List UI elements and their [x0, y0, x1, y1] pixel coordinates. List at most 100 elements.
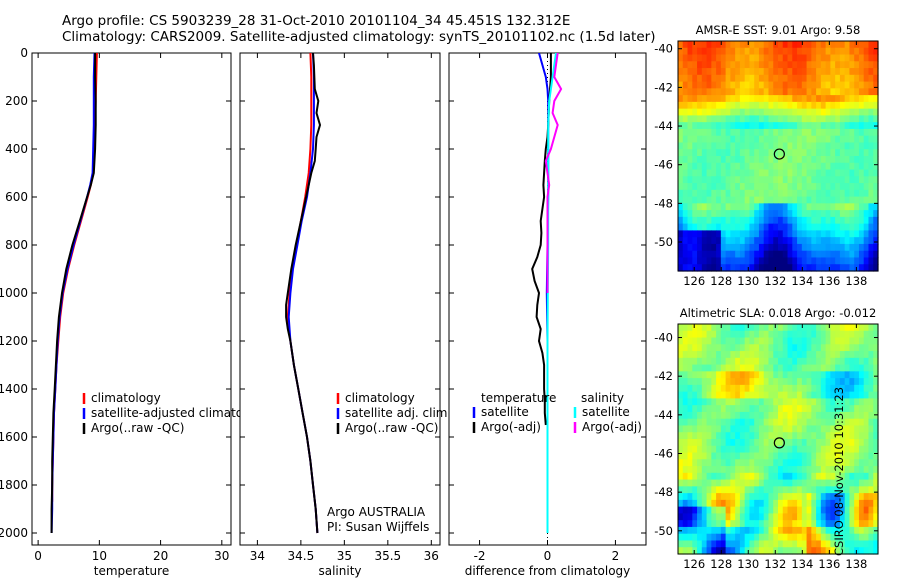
sst-map-cell [858, 250, 865, 259]
sst-map-cell [697, 149, 703, 157]
sla-map-cell [868, 472, 874, 481]
sla-map-cell [778, 432, 784, 440]
sst-map-cell [801, 47, 808, 56]
sst-map-cell [858, 135, 865, 144]
sst-map-cell [873, 176, 879, 184]
sla-map-cell [678, 540, 684, 548]
sla-map-cell [820, 432, 827, 440]
sst-map-cell [725, 101, 731, 110]
sst-map-cell [844, 257, 851, 265]
sla-map-cell [768, 506, 774, 515]
sla-map-cell [749, 330, 755, 339]
sst-map-cell [744, 250, 751, 259]
sst-map-cell [739, 74, 746, 83]
sla-map-cell [863, 432, 870, 440]
sst-map-cell [697, 176, 703, 184]
sla-map-cell [830, 411, 836, 420]
sla-map-cell [763, 411, 770, 420]
sst-map-cell [782, 81, 789, 89]
sst-map-cell [730, 203, 736, 211]
sst-map-cell [706, 101, 712, 110]
sla-map-cell [816, 452, 822, 460]
sst-map-cell [778, 41, 784, 49]
sst-map-cell [782, 250, 789, 259]
sla-map-cell [773, 357, 779, 366]
sla-map-cell [825, 466, 831, 474]
sla-map-cell [820, 520, 827, 528]
sst-map-cell [749, 162, 755, 171]
sst-map-cell [744, 243, 751, 252]
sst-map-cell [825, 210, 831, 218]
sst-map-cell [711, 128, 717, 137]
sst-map-cell [778, 122, 784, 130]
sla-map-cell [749, 357, 755, 366]
sst-map-cell [854, 88, 860, 96]
sla-map-cell [873, 459, 879, 467]
sla-map-cell [697, 466, 703, 474]
sla-map-cell [758, 432, 765, 440]
sst-map-cell [682, 237, 689, 245]
sst-map-cell [706, 54, 712, 62]
sst-map-cell [744, 257, 751, 265]
sst-map-cell [678, 81, 684, 89]
sla-map-cell [744, 439, 751, 447]
sst-map-cell [730, 149, 736, 157]
sst-map-cell [735, 47, 741, 56]
sla-map-cell [858, 405, 865, 413]
sla-map-cell [858, 466, 865, 474]
sla-map-cell [711, 452, 717, 460]
sla-map-cell [873, 479, 879, 487]
sla-map-cell [730, 540, 736, 548]
sst-map-cell [678, 264, 684, 272]
sst-map-cell [839, 183, 846, 191]
sla-map-cell [816, 513, 822, 521]
sst-map-cell [725, 169, 731, 177]
sla-map-cell [797, 425, 803, 433]
sla-map-cell [758, 459, 765, 467]
sst-map-cell [682, 189, 689, 198]
temperature-ytick-label: 1600 [0, 430, 28, 444]
sst-map-cell [797, 264, 803, 272]
sst-map-cell [725, 230, 731, 238]
sla-map-cell [854, 411, 860, 420]
sla-map-cell [701, 533, 708, 542]
sla-map-cell [701, 506, 708, 515]
sla-map-cell [830, 506, 836, 515]
sla-map-cell [678, 357, 684, 366]
sst-map-cell [768, 264, 774, 272]
sst-map-cell [849, 189, 855, 198]
sla-map-cell [763, 445, 770, 454]
sla-map-cell [773, 513, 779, 521]
sla-map-cell [739, 439, 746, 447]
sst-map-cell [839, 257, 846, 265]
sst-map-cell [773, 142, 779, 150]
sla-map-cell [754, 526, 760, 535]
sla-map-cell [763, 432, 770, 440]
sla-map-cell [711, 466, 717, 474]
sla-map-cell [735, 418, 741, 427]
sla-map-cell [735, 493, 741, 501]
sla-map-cell [749, 493, 755, 501]
sla-map-cell [830, 357, 836, 366]
sla-map-cell [773, 506, 779, 515]
sst-map-cell [730, 142, 736, 150]
sst-map-cell [706, 135, 712, 144]
sla-map-cell [754, 466, 760, 474]
sla-map-cell [868, 351, 874, 359]
sst-map-cell [811, 81, 817, 89]
sla-map-cell [701, 520, 708, 528]
sst-map-cell [773, 54, 779, 62]
sst-map-cell [839, 149, 846, 157]
sla-map-cell [735, 398, 741, 406]
sla-map-xtick-label: 132 [764, 557, 786, 571]
sst-map-cell [744, 230, 751, 238]
sst-map-cell [763, 216, 770, 225]
sla-map-cell [782, 547, 789, 555]
sst-map-cell [754, 128, 760, 137]
sst-map-cell [782, 115, 789, 123]
sla-map-cell [749, 432, 755, 440]
sla-map-cell [816, 499, 822, 508]
sla-map-cell [839, 351, 846, 359]
sla-map-cell [744, 351, 751, 359]
sst-map-cell [739, 203, 746, 211]
